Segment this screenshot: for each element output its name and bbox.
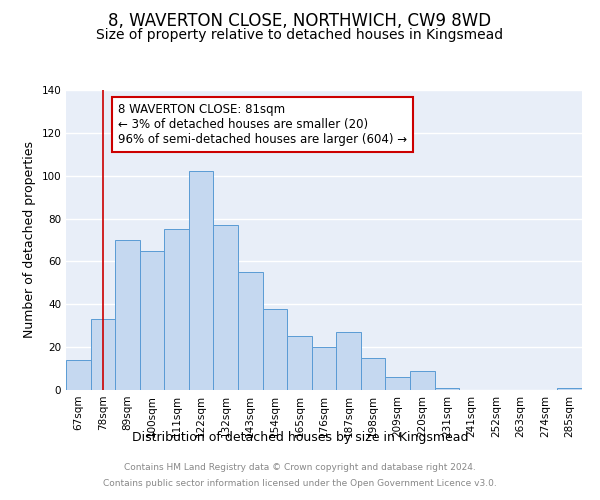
Bar <box>385 377 410 390</box>
Text: Contains public sector information licensed under the Open Government Licence v3: Contains public sector information licen… <box>103 478 497 488</box>
Text: 8, WAVERTON CLOSE, NORTHWICH, CW9 8WD: 8, WAVERTON CLOSE, NORTHWICH, CW9 8WD <box>109 12 491 30</box>
Bar <box>66 360 91 390</box>
Text: Contains HM Land Registry data © Crown copyright and database right 2024.: Contains HM Land Registry data © Crown c… <box>124 464 476 472</box>
Bar <box>91 320 115 390</box>
Bar <box>312 347 336 390</box>
Bar <box>164 230 189 390</box>
Bar <box>214 225 238 390</box>
Y-axis label: Number of detached properties: Number of detached properties <box>23 142 36 338</box>
Bar <box>140 250 164 390</box>
Text: Distribution of detached houses by size in Kingsmead: Distribution of detached houses by size … <box>132 431 468 444</box>
Bar <box>434 388 459 390</box>
Text: 8 WAVERTON CLOSE: 81sqm
← 3% of detached houses are smaller (20)
96% of semi-det: 8 WAVERTON CLOSE: 81sqm ← 3% of detached… <box>118 103 407 146</box>
Bar <box>410 370 434 390</box>
Bar <box>361 358 385 390</box>
Bar <box>263 308 287 390</box>
Bar <box>238 272 263 390</box>
Bar <box>336 332 361 390</box>
Text: Size of property relative to detached houses in Kingsmead: Size of property relative to detached ho… <box>97 28 503 42</box>
Bar <box>557 388 582 390</box>
Bar <box>189 172 214 390</box>
Bar <box>115 240 140 390</box>
Bar <box>287 336 312 390</box>
